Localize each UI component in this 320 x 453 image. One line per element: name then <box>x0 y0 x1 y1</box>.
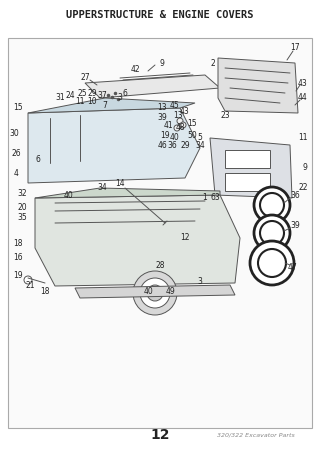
Text: 25: 25 <box>77 88 87 97</box>
Text: 26: 26 <box>11 149 21 158</box>
Text: 28: 28 <box>155 260 165 270</box>
Text: 29: 29 <box>87 88 97 97</box>
Text: 22: 22 <box>298 183 308 193</box>
Text: 41: 41 <box>163 120 173 130</box>
Circle shape <box>140 278 170 308</box>
Text: 50: 50 <box>187 130 197 140</box>
Polygon shape <box>218 58 298 113</box>
Text: 43: 43 <box>298 78 308 87</box>
Circle shape <box>174 125 180 131</box>
Text: 39: 39 <box>290 221 300 230</box>
Text: 34: 34 <box>195 140 205 149</box>
Text: 12: 12 <box>150 428 170 442</box>
Text: 31: 31 <box>55 92 65 101</box>
Text: 23: 23 <box>220 111 230 120</box>
Circle shape <box>258 249 286 277</box>
Text: 44: 44 <box>298 93 308 102</box>
Text: 37: 37 <box>97 92 107 101</box>
Text: 12: 12 <box>180 233 190 242</box>
Circle shape <box>133 271 177 315</box>
Text: 3: 3 <box>117 93 123 102</box>
Text: 3: 3 <box>197 276 203 285</box>
Text: 6: 6 <box>36 155 40 164</box>
Text: 40: 40 <box>63 191 73 199</box>
Text: 49: 49 <box>165 286 175 295</box>
Polygon shape <box>85 75 220 98</box>
Circle shape <box>260 221 284 245</box>
Text: 40: 40 <box>143 286 153 295</box>
Text: 48: 48 <box>175 124 185 132</box>
Text: 7: 7 <box>103 101 108 110</box>
Text: 13: 13 <box>157 103 167 112</box>
Text: 30: 30 <box>9 129 19 138</box>
Text: 320/322 Excavator Parts: 320/322 Excavator Parts <box>217 433 295 438</box>
Polygon shape <box>210 138 292 198</box>
Text: 36: 36 <box>290 191 300 199</box>
Polygon shape <box>28 108 200 183</box>
Text: 10: 10 <box>87 96 97 106</box>
Text: 63: 63 <box>210 193 220 202</box>
Text: 18: 18 <box>40 286 50 295</box>
Text: 40: 40 <box>170 134 180 143</box>
Text: 15: 15 <box>13 103 23 112</box>
Bar <box>225 150 270 168</box>
Text: 14: 14 <box>115 178 125 188</box>
Text: 32: 32 <box>17 188 27 198</box>
Circle shape <box>254 215 290 251</box>
Text: 34: 34 <box>97 183 107 193</box>
Text: 19: 19 <box>160 130 170 140</box>
Polygon shape <box>28 98 195 113</box>
Text: 9: 9 <box>303 164 308 173</box>
Polygon shape <box>35 195 240 286</box>
FancyBboxPatch shape <box>8 38 312 428</box>
Text: 42: 42 <box>130 66 140 74</box>
Text: 6: 6 <box>123 88 127 97</box>
Text: 21: 21 <box>25 281 35 290</box>
Circle shape <box>177 118 183 124</box>
Text: 9: 9 <box>160 58 164 67</box>
Text: 17: 17 <box>290 43 300 53</box>
Text: 11: 11 <box>75 96 85 106</box>
Text: 29: 29 <box>180 140 190 149</box>
Text: 16: 16 <box>13 254 23 262</box>
Text: 43: 43 <box>180 106 190 116</box>
Text: UPPERSTRUCTURE & ENGINE COVERS: UPPERSTRUCTURE & ENGINE COVERS <box>66 10 254 20</box>
Text: 46: 46 <box>157 140 167 149</box>
Text: 15: 15 <box>187 119 197 127</box>
Text: 36: 36 <box>167 140 177 149</box>
Bar <box>225 173 270 191</box>
Text: 1: 1 <box>203 193 207 202</box>
Circle shape <box>180 122 186 128</box>
Circle shape <box>260 193 284 217</box>
Text: 5: 5 <box>197 134 203 143</box>
Text: 11: 11 <box>298 134 308 143</box>
Text: 20: 20 <box>17 203 27 212</box>
Text: 27: 27 <box>80 73 90 82</box>
Text: 13: 13 <box>173 111 183 120</box>
Text: 24: 24 <box>65 91 75 100</box>
Text: 19: 19 <box>13 270 23 280</box>
Circle shape <box>254 187 290 223</box>
Text: 35: 35 <box>17 213 27 222</box>
Text: 47: 47 <box>288 264 298 273</box>
Polygon shape <box>35 188 220 198</box>
Text: 2: 2 <box>211 58 215 67</box>
Text: 4: 4 <box>13 169 19 178</box>
Text: 45: 45 <box>170 101 180 110</box>
Circle shape <box>24 276 32 284</box>
Polygon shape <box>75 285 235 298</box>
Text: 18: 18 <box>13 238 23 247</box>
Text: 39: 39 <box>157 114 167 122</box>
Circle shape <box>147 285 163 301</box>
Circle shape <box>250 241 294 285</box>
